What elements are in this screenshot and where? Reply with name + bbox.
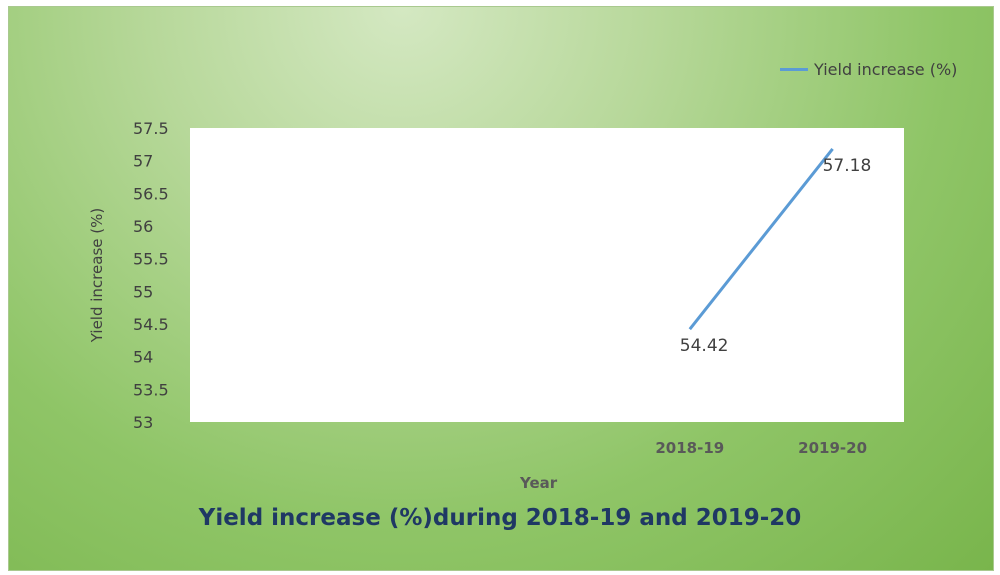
y-tick-label: 55: [133, 282, 153, 301]
legend: Yield increase (%): [780, 60, 957, 79]
y-axis-title-text: Yield increase (%): [88, 207, 106, 343]
data-label: 57.18: [823, 156, 872, 176]
x-tick-label: 2018-19: [655, 439, 724, 457]
y-axis-ticks: 53 53.5 54 54.5 55 55.5 56 56.5 57 57.5: [133, 119, 169, 432]
series-line-yield-increase: [688, 147, 834, 331]
x-axis-ticks: 2018-19 2019-20: [655, 439, 867, 457]
plot-area: [190, 128, 904, 422]
legend-line-swatch: [780, 68, 808, 71]
y-tick-label: 56.5: [133, 184, 169, 203]
x-axis-title: Year: [520, 474, 558, 492]
y-tick-label: 54: [133, 348, 153, 367]
y-tick-label: 55.5: [133, 250, 169, 269]
legend-label: Yield increase (%): [814, 60, 958, 79]
y-tick-label: 53.5: [133, 380, 169, 399]
data-label: 54.42: [680, 336, 729, 356]
y-tick-label: 53: [133, 413, 153, 432]
y-tick-label: 57: [133, 152, 153, 171]
chart-title: Yield increase (%)during 2018-19 and 201…: [198, 505, 802, 531]
y-tick-label: 57.5: [133, 119, 169, 138]
x-tick-label: 2019-20: [798, 439, 867, 457]
y-tick-label: 54.5: [133, 315, 169, 334]
y-tick-label: 56: [133, 217, 153, 236]
data-labels: 54.42 57.18: [680, 156, 871, 356]
